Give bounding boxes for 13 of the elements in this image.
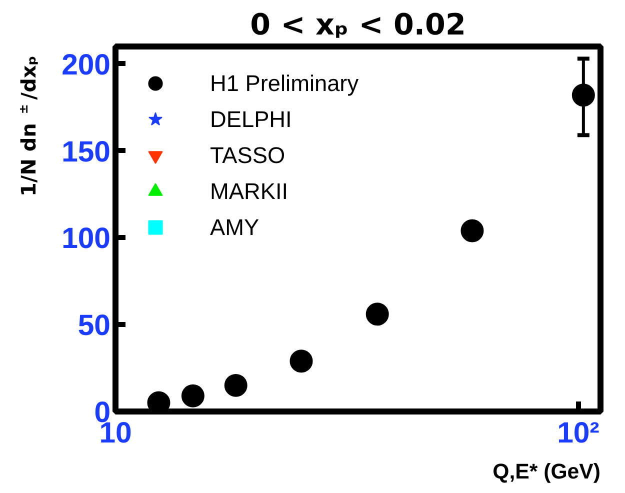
y-tick-label: 150 bbox=[62, 135, 111, 168]
legend-label: TASSO bbox=[210, 142, 286, 168]
y-tick-label: 50 bbox=[78, 309, 111, 342]
legend-label: MARKII bbox=[210, 178, 288, 204]
y-tick-label: 100 bbox=[62, 222, 111, 256]
legend-label: AMY bbox=[210, 214, 260, 240]
legend-label: H1 Preliminary bbox=[210, 70, 359, 96]
chart-title: 0 < xₚ < 0.02 bbox=[250, 8, 466, 42]
y-tick-label: 200 bbox=[62, 48, 111, 82]
x-axis-title: Q,E* (GeV) bbox=[492, 460, 601, 484]
legend-label: DELPHI bbox=[210, 106, 292, 132]
x-tick-label: 10² bbox=[557, 416, 600, 450]
y-axis-title: 1/N dn±/dxₚ bbox=[16, 56, 40, 196]
